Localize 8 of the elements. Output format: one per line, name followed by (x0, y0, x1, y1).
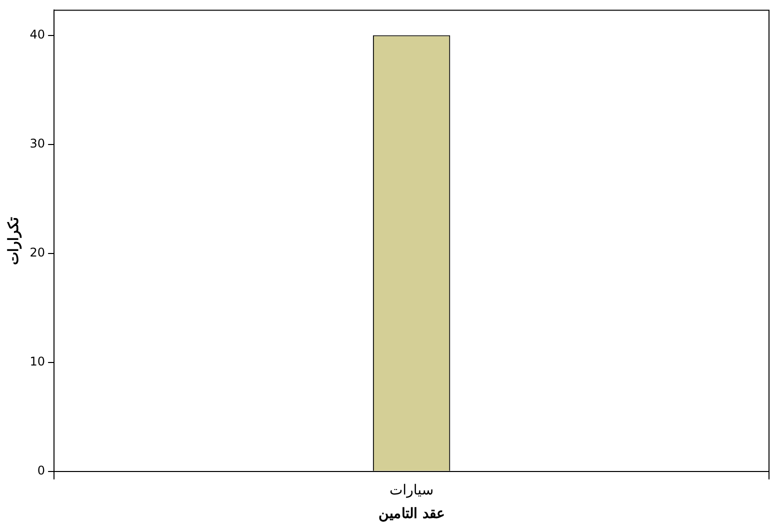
y-tick-label: 10 (30, 354, 46, 368)
x-axis-title: عقد التامين (378, 506, 444, 522)
x-tick-label: سيارات (390, 482, 434, 498)
y-axis-title: تكرارات (6, 216, 22, 265)
y-tick-label: 40 (30, 27, 46, 42)
y-tick-label: 30 (30, 136, 46, 150)
y-tick-label: 0 (37, 464, 46, 478)
y-tick-label: 20 (30, 245, 46, 260)
